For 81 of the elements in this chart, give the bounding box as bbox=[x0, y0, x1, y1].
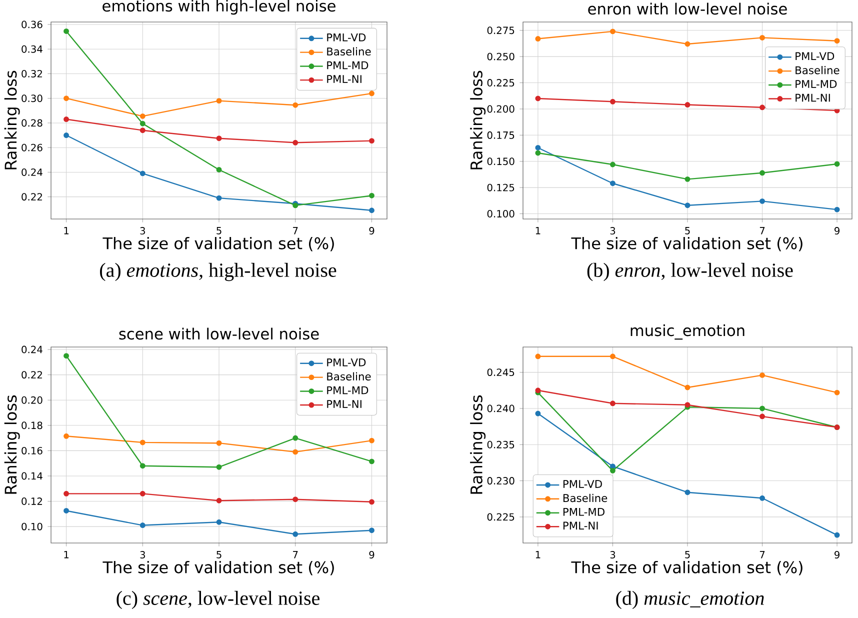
y-tick-label: 0.275 bbox=[487, 26, 514, 34]
chart-title: enron with low-level noise bbox=[588, 2, 787, 15]
legend-label: PML-VD bbox=[563, 480, 602, 488]
y-tick-label: 0.32 bbox=[22, 70, 42, 78]
y-tick-label: 0.125 bbox=[487, 184, 514, 192]
x-tick-label: 5 bbox=[685, 227, 690, 234]
y-tick-label: 0.245 bbox=[487, 368, 514, 376]
y-tick-label: 0.24 bbox=[22, 168, 42, 176]
text: (d) music_emotion bbox=[616, 590, 764, 610]
y-axis-title: Ranking loss bbox=[4, 395, 20, 494]
text: (b) enron, low-level noise bbox=[587, 262, 793, 282]
x-tick-label: 7 bbox=[293, 551, 298, 558]
y-tick-label: 0.10 bbox=[22, 522, 42, 530]
y-tick-label: 0.20 bbox=[22, 396, 42, 404]
y-tick-label: 0.12 bbox=[22, 498, 42, 505]
y-tick-label: 0.22 bbox=[22, 371, 42, 379]
y-tick-label: 0.100 bbox=[487, 210, 514, 218]
text: (a) emotions, high-level noise bbox=[100, 262, 336, 282]
y-tick-label: 0.16 bbox=[22, 446, 42, 454]
x-tick-label: 5 bbox=[216, 551, 222, 558]
x-tick-label: 3 bbox=[140, 227, 146, 235]
x-tick-label: 1 bbox=[536, 227, 540, 234]
x-tick-label: 5 bbox=[216, 227, 222, 234]
x-axis-title: The size of validation set (%) bbox=[571, 560, 802, 576]
y-tick-label: 0.225 bbox=[487, 513, 514, 521]
y-tick-label: 0.26 bbox=[22, 144, 42, 152]
x-tick-label: 9 bbox=[369, 227, 374, 235]
y-tick-label: 0.36 bbox=[22, 20, 42, 28]
y-tick-label: 0.225 bbox=[487, 79, 514, 87]
legend-label: PML-MD bbox=[796, 80, 837, 88]
x-tick-label: 9 bbox=[834, 551, 840, 558]
x-axis-title: The size of validation set (%) bbox=[571, 236, 802, 252]
x-tick-label: 7 bbox=[760, 551, 765, 558]
chart-title: emotions with high-level noise bbox=[102, 0, 336, 15]
legend-label: PML-MD bbox=[327, 61, 368, 70]
legend-label: PML-VD bbox=[796, 52, 834, 60]
x-tick-label: 3 bbox=[610, 227, 616, 235]
y-tick-label: 0.34 bbox=[22, 45, 42, 53]
y-tick-label: 0.30 bbox=[22, 94, 42, 102]
legend-label: PML-NI bbox=[796, 94, 830, 102]
y-tick-label: 0.22 bbox=[22, 193, 42, 201]
x-tick-label: 3 bbox=[610, 551, 616, 558]
legend-label: PML-NI bbox=[327, 75, 362, 83]
x-tick-label: 1 bbox=[536, 551, 540, 558]
y-axis-title: Ranking loss bbox=[470, 395, 486, 494]
x-tick-label: 1 bbox=[64, 227, 69, 234]
y-tick-label: 0.150 bbox=[487, 158, 514, 166]
y-tick-label: 0.250 bbox=[487, 52, 514, 60]
y-tick-label: 0.235 bbox=[487, 440, 514, 448]
x-tick-label: 3 bbox=[140, 551, 146, 558]
x-tick-label: 9 bbox=[369, 551, 374, 558]
x-tick-label: 1 bbox=[64, 551, 69, 558]
legend-label: PML-NI bbox=[563, 522, 598, 530]
x-tick-label: 5 bbox=[685, 551, 690, 558]
chart-title: music_emotion bbox=[630, 324, 744, 340]
x-tick-label: 7 bbox=[293, 227, 298, 234]
legend-label: Baseline bbox=[327, 372, 371, 380]
y-tick-label: 0.240 bbox=[487, 404, 514, 412]
y-tick-label: 0.18 bbox=[22, 422, 42, 430]
text: (c) scene, low-level noise bbox=[116, 590, 320, 610]
y-axis-title: Ranking loss bbox=[4, 70, 20, 170]
legend-label: PML-NI bbox=[327, 400, 362, 408]
x-tick-label: 9 bbox=[834, 227, 840, 235]
legend-label: Baseline bbox=[327, 47, 371, 56]
legend-label: PML-VD bbox=[327, 34, 366, 42]
y-tick-label: 0.230 bbox=[487, 477, 514, 485]
y-tick-label: 0.28 bbox=[22, 119, 42, 127]
y-tick-label: 0.175 bbox=[487, 131, 514, 139]
legend-label: PML-MD bbox=[563, 508, 604, 516]
legend-label: Baseline bbox=[796, 66, 840, 74]
x-tick-label: 7 bbox=[760, 227, 765, 234]
legend-label: PML-VD bbox=[327, 358, 366, 366]
legend-label: PML-MD bbox=[327, 386, 368, 394]
y-axis-title: Ranking loss bbox=[470, 70, 486, 170]
x-axis-title: The size of validation set (%) bbox=[102, 560, 334, 576]
y-tick-label: 0.200 bbox=[487, 105, 514, 113]
y-tick-label: 0.24 bbox=[22, 346, 42, 354]
legend-label: Baseline bbox=[563, 494, 608, 502]
x-axis-title: The size of validation set (%) bbox=[102, 236, 334, 252]
y-tick-label: 0.14 bbox=[22, 472, 42, 480]
chart-title: scene with low-level noise bbox=[119, 328, 319, 340]
